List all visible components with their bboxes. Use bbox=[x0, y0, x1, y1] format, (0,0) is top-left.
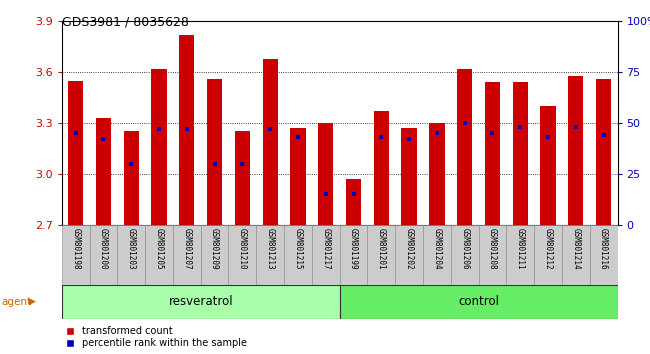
Bar bbox=[62, 225, 90, 285]
Text: GSM801217: GSM801217 bbox=[321, 228, 330, 269]
Bar bbox=[124, 131, 139, 225]
Text: GSM801198: GSM801198 bbox=[71, 228, 80, 269]
Bar bbox=[367, 225, 395, 285]
Bar bbox=[151, 69, 166, 225]
Bar bbox=[562, 225, 590, 285]
Bar bbox=[339, 225, 367, 285]
Bar bbox=[457, 69, 473, 225]
Bar bbox=[291, 128, 306, 225]
Text: GSM801211: GSM801211 bbox=[515, 228, 525, 269]
Text: GSM801200: GSM801200 bbox=[99, 228, 108, 269]
Legend: transformed count, percentile rank within the sample: transformed count, percentile rank withi… bbox=[60, 326, 248, 348]
Text: GSM801203: GSM801203 bbox=[127, 228, 136, 269]
Text: GSM801216: GSM801216 bbox=[599, 228, 608, 269]
Bar bbox=[596, 79, 611, 225]
Text: GSM801204: GSM801204 bbox=[432, 228, 441, 269]
Text: GSM801205: GSM801205 bbox=[155, 228, 164, 269]
Bar bbox=[90, 225, 117, 285]
Text: GSM801212: GSM801212 bbox=[543, 228, 552, 269]
Bar bbox=[207, 79, 222, 225]
Bar bbox=[68, 81, 83, 225]
Bar bbox=[506, 225, 534, 285]
Bar bbox=[346, 179, 361, 225]
Text: GSM801215: GSM801215 bbox=[293, 228, 302, 269]
Bar bbox=[312, 225, 340, 285]
Bar bbox=[395, 225, 423, 285]
Text: ▶: ▶ bbox=[29, 297, 36, 306]
Bar bbox=[423, 225, 451, 285]
Text: GSM801208: GSM801208 bbox=[488, 228, 497, 269]
Bar bbox=[62, 285, 339, 319]
Text: GSM801201: GSM801201 bbox=[377, 228, 386, 269]
Text: agent: agent bbox=[1, 297, 31, 307]
Bar bbox=[201, 225, 229, 285]
Bar bbox=[540, 106, 556, 225]
Text: resveratrol: resveratrol bbox=[168, 295, 233, 308]
Bar bbox=[590, 225, 618, 285]
Text: GDS3981 / 8035628: GDS3981 / 8035628 bbox=[62, 16, 188, 29]
Text: GSM801213: GSM801213 bbox=[266, 228, 275, 269]
Text: GSM801206: GSM801206 bbox=[460, 228, 469, 269]
Bar bbox=[256, 225, 284, 285]
Bar bbox=[318, 123, 333, 225]
Bar bbox=[513, 82, 528, 225]
Text: GSM801214: GSM801214 bbox=[571, 228, 580, 269]
Bar bbox=[374, 111, 389, 225]
Bar bbox=[229, 225, 256, 285]
Bar bbox=[117, 225, 145, 285]
Bar bbox=[145, 225, 173, 285]
Bar bbox=[478, 225, 506, 285]
Bar bbox=[568, 75, 584, 225]
Text: GSM801210: GSM801210 bbox=[238, 228, 247, 269]
Text: GSM801202: GSM801202 bbox=[404, 228, 413, 269]
Bar bbox=[179, 35, 194, 225]
Bar bbox=[485, 82, 500, 225]
Bar bbox=[451, 225, 478, 285]
Bar bbox=[96, 118, 111, 225]
Bar bbox=[429, 123, 445, 225]
Text: GSM801199: GSM801199 bbox=[349, 228, 358, 269]
Bar bbox=[263, 58, 278, 225]
Bar bbox=[402, 128, 417, 225]
Bar bbox=[173, 225, 201, 285]
Text: GSM801209: GSM801209 bbox=[210, 228, 219, 269]
Text: GSM801207: GSM801207 bbox=[182, 228, 191, 269]
Bar bbox=[534, 225, 562, 285]
Bar bbox=[339, 285, 618, 319]
Bar bbox=[284, 225, 312, 285]
Text: control: control bbox=[458, 295, 499, 308]
Bar bbox=[235, 131, 250, 225]
